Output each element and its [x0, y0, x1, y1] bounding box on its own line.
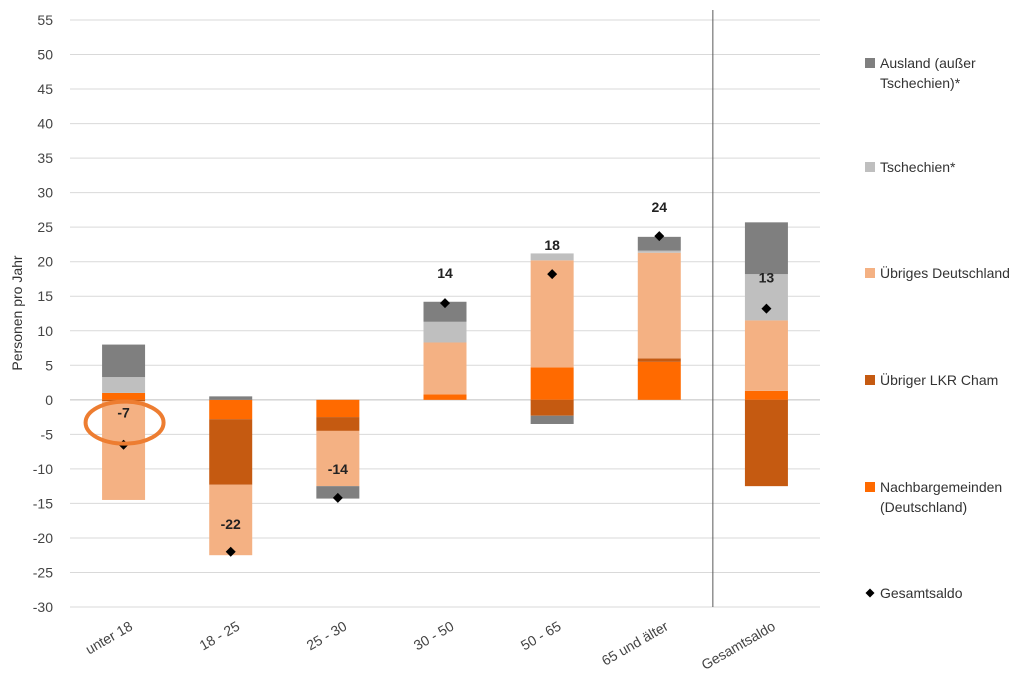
y-tick-label: -5 — [41, 426, 54, 442]
bar-segment — [637, 236, 681, 251]
bars — [102, 222, 788, 556]
legend-item: Übriger LKR Cham — [865, 371, 998, 388]
total-label: 14 — [437, 265, 453, 281]
bar-segment — [102, 344, 146, 378]
total-label: -7 — [117, 405, 130, 421]
y-tick-label: -10 — [33, 461, 53, 477]
y-tick-label: 20 — [37, 254, 53, 270]
legend-swatch — [865, 58, 875, 68]
y-tick-label: 30 — [37, 185, 53, 201]
bar-segment — [637, 252, 681, 359]
bar-segment — [637, 358, 681, 362]
bar-segment — [316, 430, 360, 487]
legend: Ausland (außer Tschechien)* Tschechien* Übr… — [865, 55, 1010, 601]
bar-segment — [744, 320, 788, 391]
bar-segment — [530, 367, 574, 400]
legend-swatch — [865, 268, 875, 278]
total-label: 24 — [651, 199, 667, 215]
bar-segment — [637, 361, 681, 400]
bar-segment — [102, 392, 146, 400]
total-marker — [761, 303, 772, 314]
highlight-ellipse — [83, 399, 166, 446]
legend-swatch — [865, 162, 875, 172]
total-labels: -7 -22 -14 14 18 24 13 — [117, 199, 774, 532]
legend-item: Tschechien* — [865, 159, 956, 175]
total-marker — [547, 269, 558, 280]
y-tick-label: 15 — [37, 288, 53, 304]
y-axis-ticks: -30 -25 -20 -15 -10 -5 0 5 10 15 20 25 30 35 40 45 50 55 — [33, 12, 53, 615]
bar-segment — [102, 401, 146, 500]
bar-segment — [530, 253, 574, 261]
legend-label: Übriger LKR Cham — [880, 371, 998, 388]
y-tick-label: 40 — [37, 116, 53, 132]
legend-label: Gesamtsaldo — [880, 585, 963, 601]
x-category-label: 50 - 65 — [518, 618, 564, 654]
bar-segment — [744, 399, 788, 487]
legend-label: Tschechien* — [880, 159, 956, 175]
y-tick-label: 50 — [37, 47, 53, 63]
bar-segment — [102, 377, 146, 393]
bar-segment — [744, 222, 788, 275]
y-tick-label: 5 — [45, 357, 53, 373]
y-tick-label: 55 — [37, 12, 53, 28]
bar-segment — [209, 484, 253, 556]
bar-segment — [316, 486, 360, 499]
x-category-label: 18 - 25 — [196, 618, 242, 654]
bar-segment — [637, 250, 681, 253]
y-tick-label: -20 — [33, 530, 53, 546]
y-tick-label: -30 — [33, 599, 53, 615]
bar-segment — [530, 399, 574, 416]
y-tick-label: -25 — [33, 564, 53, 580]
legend-label: Übriges Deutschland — [880, 264, 1010, 281]
bar-segment — [530, 415, 574, 424]
x-category-label: 25 - 30 — [304, 618, 350, 654]
bar-segment — [423, 394, 467, 400]
total-marker — [225, 546, 236, 557]
total-label: -22 — [221, 516, 241, 532]
y-tick-label: 45 — [37, 81, 53, 97]
bar-segment — [423, 301, 467, 322]
x-category-label: unter 18 — [83, 618, 136, 658]
legend-swatch — [865, 375, 875, 385]
gridlines — [70, 19, 820, 608]
y-tick-label: 35 — [37, 150, 53, 166]
y-tick-label: 10 — [37, 323, 53, 339]
x-axis-categories: unter 18 18 - 25 25 - 30 30 - 50 50 - 65 65 u… — [83, 618, 779, 673]
y-axis-title: Personen pro Jahr — [9, 255, 25, 371]
legend-marker — [865, 588, 875, 598]
bar-segment — [423, 321, 467, 343]
bar-segment — [316, 417, 360, 431]
bar-segment — [209, 399, 253, 420]
x-category-label: 65 und älter — [599, 618, 671, 669]
y-tick-label: 0 — [45, 392, 53, 408]
bar-segment — [209, 419, 253, 485]
legend-item: Nachbargemeinden (Deutschland) — [865, 479, 1002, 515]
total-label: -14 — [328, 461, 348, 477]
total-marker — [332, 492, 343, 503]
legend-label: (Deutschland) — [880, 499, 967, 515]
legend-label: Nachbargemeinden — [880, 479, 1002, 495]
legend-item: Gesamtsaldo — [865, 585, 963, 601]
total-label: 18 — [544, 237, 560, 253]
legend-item: Ausland (außer Tschechien)* — [865, 55, 976, 91]
total-label: 13 — [759, 270, 775, 286]
x-category-label: 30 - 50 — [411, 618, 457, 654]
legend-label: Tschechien)* — [880, 75, 961, 91]
bar-segment — [316, 399, 360, 418]
bar-segment — [209, 396, 253, 400]
y-tick-label: -15 — [33, 495, 53, 511]
legend-label: Ausland (außer — [880, 55, 976, 71]
bar-segment — [423, 342, 467, 395]
legend-item: Übriges Deutschland — [865, 264, 1010, 281]
bar-segment — [744, 390, 788, 400]
x-category-label: Gesamtsaldo — [698, 618, 778, 673]
y-tick-label: 25 — [37, 219, 53, 235]
total-marker — [440, 298, 450, 309]
total-marker — [654, 231, 665, 242]
legend-swatch — [865, 482, 875, 492]
